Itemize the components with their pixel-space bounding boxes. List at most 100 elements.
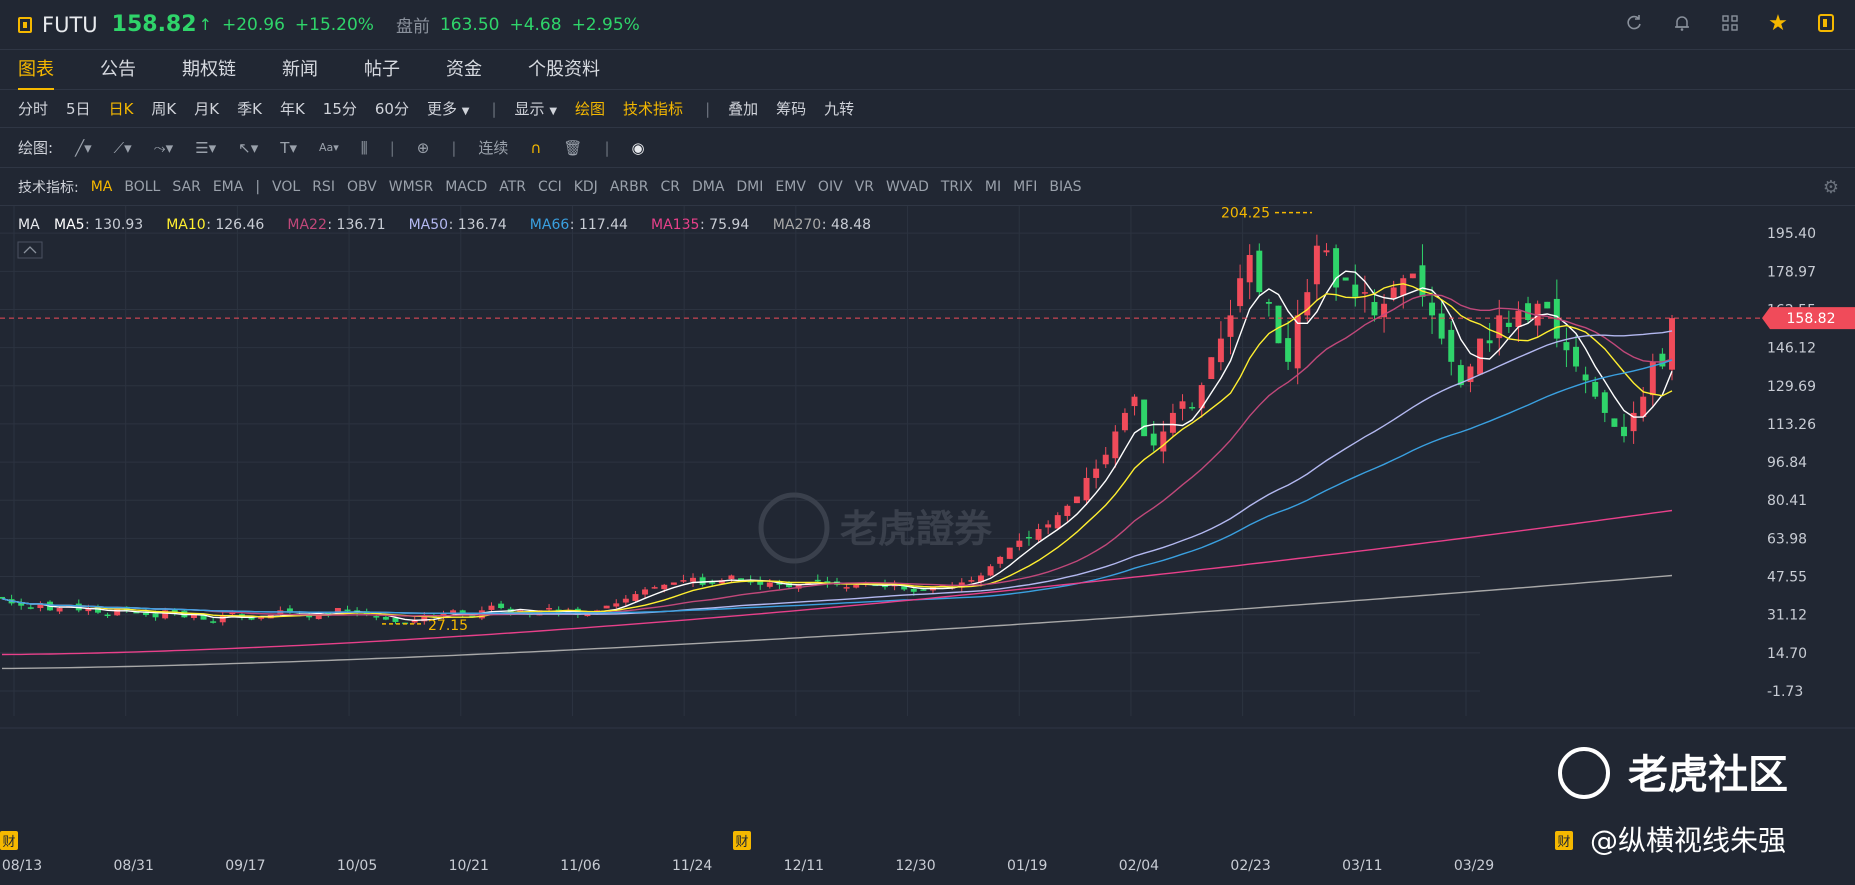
polyline-tool-icon[interactable]: ⟋▾ (113, 138, 132, 157)
draw-toggle[interactable]: 绘图 (575, 100, 606, 118)
magnet-icon[interactable]: ∩ (530, 138, 542, 157)
indicator-ma[interactable]: MA (90, 178, 113, 195)
indicator-mi[interactable]: MI (984, 178, 1002, 195)
indicator-cci[interactable]: CCI (538, 178, 562, 195)
indicator-wvad[interactable]: WVAD (885, 178, 929, 195)
candle-body (1640, 396, 1647, 418)
period-quarterly[interactable]: 季K (237, 100, 262, 118)
tab-posts[interactable]: 帖子 (364, 58, 400, 80)
text-tool-icon[interactable]: T▾ (280, 138, 297, 157)
trash-icon[interactable]: 🗑 (563, 138, 583, 157)
bell-icon[interactable] (1671, 12, 1693, 34)
candle-body (1352, 284, 1359, 297)
candle-body (334, 608, 341, 614)
candle-body (1419, 265, 1426, 297)
nine-turn-button[interactable]: 九转 (824, 100, 855, 118)
y-tick-label: 47.55 (1767, 570, 1807, 586)
more-dropdown[interactable]: 更多 ▼ (427, 98, 470, 119)
overlay-button[interactable]: 叠加 (728, 100, 759, 118)
star-icon[interactable]: ★ (1768, 10, 1788, 36)
gear-icon[interactable]: ⚙ (1822, 177, 1839, 198)
indicator-wmsr[interactable]: WMSR (388, 178, 434, 195)
candle-body (1025, 537, 1032, 539)
font-size-tool-icon[interactable]: Aa▾ (318, 141, 339, 154)
candle-body (190, 614, 197, 619)
price-chart[interactable]: 211.83195.40178.97162.55146.12129.69113.… (0, 206, 1855, 885)
indicator-macd[interactable]: MACD (445, 178, 488, 195)
tab-profile[interactable]: 个股资料 (528, 58, 600, 80)
tab-announcements[interactable]: 公告 (100, 58, 136, 80)
wave-tool-icon[interactable]: ⤳▾ (153, 138, 174, 157)
indicator-mfi[interactable]: MFI (1013, 178, 1038, 195)
candle-body (728, 575, 735, 580)
indicator-obv[interactable]: OBV (346, 178, 377, 195)
chips-button[interactable]: 筹码 (776, 100, 807, 118)
period-60min[interactable]: 60分 (374, 100, 409, 118)
indicator-vol[interactable]: VOL (272, 178, 301, 195)
indicator-ema[interactable]: EMA (212, 178, 244, 195)
period-intraday[interactable]: 分时 (18, 100, 49, 118)
indicator-arbr[interactable]: ARBR (609, 178, 649, 195)
candle-body (1006, 547, 1013, 559)
period-yearly[interactable]: 年K (279, 100, 305, 118)
candle-body (114, 608, 121, 616)
tab-news[interactable]: 新闻 (282, 58, 318, 80)
indicator-boll[interactable]: BOLL (124, 178, 161, 195)
candle-body (546, 608, 553, 610)
indicator-vr[interactable]: VR (854, 178, 874, 195)
indicator-emv[interactable]: EMV (775, 178, 806, 195)
tab-capital[interactable]: 资金 (446, 58, 482, 80)
period-daily[interactable]: 日K (108, 100, 134, 118)
x-tick-label: 12/30 (895, 858, 935, 874)
indicator-rsi[interactable]: RSI (312, 178, 335, 195)
candle-body (1448, 329, 1455, 362)
candle-body (1477, 338, 1484, 375)
zoom-icon[interactable]: ⊕ (416, 138, 430, 157)
candle-body (1438, 313, 1445, 339)
indicator-sar[interactable]: SAR (172, 178, 201, 195)
period-weekly[interactable]: 周K (151, 100, 177, 118)
candle-body (603, 605, 610, 609)
y-tick-label: 129.69 (1767, 379, 1816, 395)
candle-body (1390, 287, 1397, 299)
candle-body (718, 580, 725, 584)
candle-body (440, 612, 447, 617)
line-tool-icon[interactable]: ╱▾ (75, 138, 92, 157)
drawing-label: 绘图: (18, 139, 54, 157)
panel-icon[interactable] (1815, 12, 1837, 34)
indicator-trix[interactable]: TRIX (940, 178, 973, 195)
grid-icon[interactable] (1719, 12, 1741, 34)
tech-indicator-toggle[interactable]: 技术指标 (623, 100, 684, 118)
indicator-bias[interactable]: BIAS (1049, 178, 1082, 195)
candle-body (382, 616, 389, 620)
period-5d[interactable]: 5日 (66, 100, 91, 118)
display-dropdown[interactable]: 显示 ▼ (515, 98, 558, 119)
x-tick-label: 10/21 (449, 858, 489, 874)
candle-body (210, 621, 217, 623)
period-15min[interactable]: 15分 (322, 100, 357, 118)
indicator-dma[interactable]: DMA (691, 178, 725, 195)
refresh-icon[interactable] (1623, 12, 1645, 34)
period-monthly[interactable]: 月K (194, 100, 220, 118)
y-tick-label: 178.97 (1767, 264, 1816, 280)
continuous-toggle[interactable]: 连续 (478, 139, 509, 157)
indicator-dmi[interactable]: DMI (736, 178, 764, 195)
indicator-kdj[interactable]: KDJ (573, 178, 598, 195)
brand-logo-icon (1558, 747, 1610, 799)
indicator-atr[interactable]: ATR (499, 178, 527, 195)
fibonacci-tool-icon[interactable]: ☰▾ (195, 138, 217, 157)
indicator-oiv[interactable]: OIV (817, 178, 843, 195)
indicator-cr[interactable]: CR (660, 178, 680, 195)
candle-body (1160, 431, 1167, 452)
candle-body (248, 617, 255, 620)
collapse-legend-icon (17, 241, 43, 259)
candle-body (1045, 524, 1052, 528)
measure-tool-icon[interactable]: ⫼ (360, 138, 368, 157)
ma-line-ma10 (1, 283, 1673, 619)
sidebar-toggle-icon[interactable] (18, 16, 32, 33)
arrow-tool-icon[interactable]: ↖▾ (238, 138, 259, 157)
candle-body (498, 603, 505, 609)
eye-icon[interactable]: ◉ (631, 138, 645, 157)
tab-chart[interactable]: 图表 (18, 50, 54, 90)
tab-options-chain[interactable]: 期权链 (182, 58, 236, 80)
